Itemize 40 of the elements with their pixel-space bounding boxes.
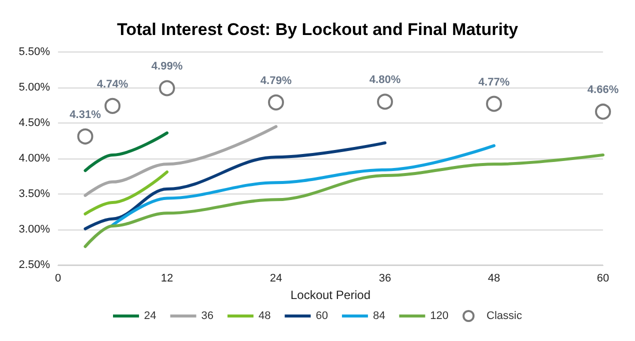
point (104, 98, 120, 114)
y-tick-label: 4.00% (18, 152, 50, 164)
y-tick-label: 3.00% (18, 224, 50, 236)
data-label: 4.74% (96, 78, 128, 90)
point (77, 128, 94, 144)
x-tick-label: 48 (488, 272, 500, 284)
data-label: 4.79% (260, 74, 292, 87)
legend-label: 60 (316, 310, 328, 322)
line-series (84, 125, 278, 197)
point (486, 96, 502, 112)
y-tick-label: 4.50% (18, 117, 50, 129)
legend-label: 36 (201, 310, 214, 322)
point (159, 80, 175, 96)
chart-title: Total Interest Cost: By Lockout and Final Maturity (116, 20, 519, 39)
y-tick-label: 5.00% (18, 82, 50, 94)
point (377, 94, 393, 110)
x-tick-label: 0 (54, 272, 62, 284)
legend-label: 84 (372, 310, 386, 322)
legend-label: 120 (430, 310, 449, 322)
legend-label: 48 (258, 310, 271, 322)
x-tick-label: 12 (160, 272, 174, 284)
data-label: 4.77% (478, 76, 510, 88)
line-series (84, 153, 604, 248)
y-tick-label: 5.50% (18, 46, 50, 58)
legend-label: 24 (144, 310, 156, 322)
line-series (111, 144, 496, 227)
x-tick-label: 36 (378, 272, 392, 284)
x-tick-label: 24 (270, 272, 282, 284)
line-series (84, 141, 386, 230)
data-label: 4.66% (587, 84, 619, 96)
y-tick-label: 3.50% (18, 188, 50, 200)
legend-label: Classic (486, 310, 522, 322)
data-label: 4.80% (369, 74, 401, 86)
data-label: 4.99% (151, 60, 183, 73)
y-tick-label: 2.50% (18, 259, 50, 271)
point (595, 104, 611, 120)
point (268, 94, 284, 110)
data-label: 4.31% (70, 108, 102, 121)
x-tick-label: 60 (596, 272, 610, 284)
x-axis-title: Lockout Period (290, 288, 371, 302)
